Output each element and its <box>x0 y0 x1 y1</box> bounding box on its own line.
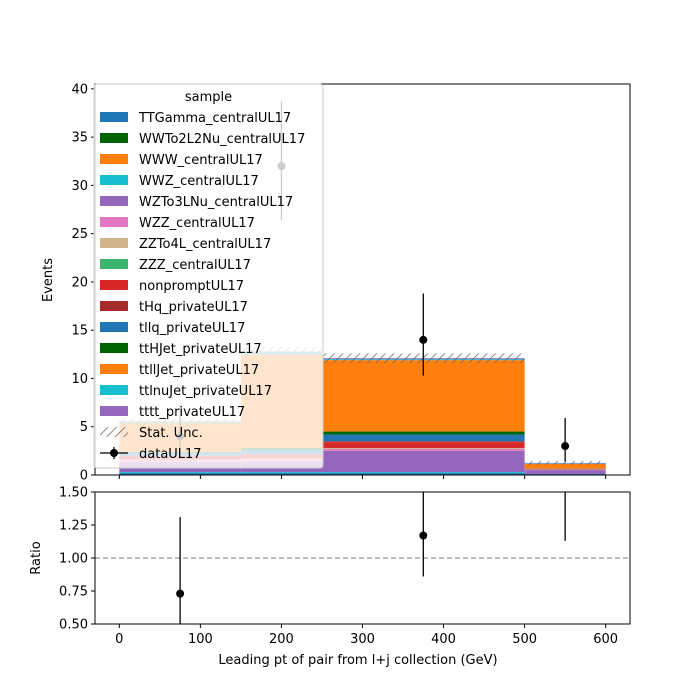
data-point-3 <box>561 442 570 451</box>
main-y-ticks: 0 5 10 15 20 25 30 35 40 <box>71 82 95 484</box>
legend-swatch-9 <box>100 301 128 311</box>
bar-4-2 <box>321 450 525 473</box>
legend-label-4: WZTo3LNu_centralUL17 <box>139 195 293 210</box>
main-x-ticks <box>118 475 607 479</box>
legend-swatch-5 <box>100 217 128 227</box>
ratio-ytick-label-4: 1.50 <box>59 486 88 501</box>
legend-swatch-11 <box>100 343 128 353</box>
bar-10-2 <box>321 434 525 442</box>
legend-label-14: tttt_privateUL17 <box>139 405 245 420</box>
ratio-xtick-label-5: 500 <box>512 632 537 647</box>
legend-label-data: dataUL17 <box>139 447 202 462</box>
legend-label-0: TTGamma_centralUL17 <box>138 111 291 126</box>
legend-swatch-1 <box>100 133 128 143</box>
legend-label-9: tHq_privateUL17 <box>139 300 248 315</box>
bar-4-3 <box>524 470 606 475</box>
legend-swatch-7 <box>100 259 128 269</box>
ratio-ytick-label-3: 1.25 <box>59 519 88 534</box>
x-axis-label: Leading pt of pair from l+j collection (… <box>218 653 497 668</box>
bar-8-2 <box>321 442 525 448</box>
bar-6-2 <box>321 447 525 449</box>
main-ytick-label-5: 25 <box>71 227 88 242</box>
main-y-axis-label: Events <box>41 258 56 302</box>
ratio-ytick-label-0: 0.50 <box>59 618 88 633</box>
main-ytick-label-8: 40 <box>71 82 88 97</box>
ratio-ytick-label-2: 1.00 <box>59 552 88 567</box>
ratio-xtick-label-4: 400 <box>431 632 456 647</box>
ratio-xtick-label-0: 0 <box>115 632 123 647</box>
legend-label-12: ttllJet_privateUL17 <box>139 363 259 378</box>
legend-label-7: ZZZ_centralUL17 <box>139 258 251 273</box>
legend-label-11: ttHJet_privateUL17 <box>139 342 262 357</box>
main-panel: 0 5 10 15 20 25 30 35 40 Events sample TTGamma_ce… <box>41 82 631 484</box>
legend-swatch-12 <box>100 364 128 374</box>
ratio-ytick-label-1: 0.75 <box>59 585 88 600</box>
ratio-point-0 <box>176 589 185 598</box>
bar-11-2 <box>321 431 525 435</box>
bar-5-2 <box>321 448 525 451</box>
legend-swatch-8 <box>100 280 128 290</box>
bar-9-2 <box>321 441 525 443</box>
ratio-point-1 <box>419 531 428 540</box>
data-point-2 <box>419 335 428 344</box>
ratio-y-axis-label: Ratio <box>29 541 44 574</box>
legend-label-stat-unc: Stat. Unc. <box>139 426 203 441</box>
stat-unc-band-3 <box>524 461 606 465</box>
bar-0-2 <box>321 473 525 475</box>
ratio-panel: 0.50 0.75 1.00 1.25 1.50 0 100 200 300 400 500 600… <box>29 486 631 668</box>
legend-label-13: ttlnuJet_privateUL17 <box>139 384 272 399</box>
bar-3-1 <box>240 472 322 474</box>
legend-swatch-4 <box>100 196 128 206</box>
main-ytick-label-7: 35 <box>71 131 88 146</box>
legend-label-10: tllq_privateUL17 <box>139 321 245 336</box>
bar-0-0 <box>119 473 241 475</box>
bar-3-0 <box>119 472 241 474</box>
legend-swatch-10 <box>100 322 128 332</box>
legend-swatch-14 <box>100 406 128 416</box>
legend-swatch-6 <box>100 238 128 248</box>
legend-label-3: WWZ_centralUL17 <box>139 174 259 189</box>
main-ytick-label-4: 20 <box>71 275 88 290</box>
ratio-xtick-label-6: 600 <box>593 632 618 647</box>
bar-0-1 <box>240 473 322 475</box>
bar-12-3 <box>524 463 606 469</box>
ratio-xtick-label-1: 100 <box>188 632 213 647</box>
legend-label-6: ZZTo4L_centralUL17 <box>139 237 271 252</box>
legend-box <box>93 83 324 469</box>
ratio-xtick-label-2: 200 <box>269 632 294 647</box>
legend-swatch-0 <box>100 112 128 122</box>
bar-3-2 <box>321 472 525 474</box>
legend-swatch-2 <box>100 154 128 164</box>
main-ytick-label-3: 15 <box>71 324 88 339</box>
legend-label-5: WZZ_centralUL17 <box>139 216 255 231</box>
legend-swatch-3 <box>100 175 128 185</box>
ratio-xtick-label-3: 300 <box>350 632 375 647</box>
main-ytick-label-1: 5 <box>80 420 88 435</box>
main-ytick-label-0: 0 <box>80 469 88 484</box>
ratio-points <box>176 492 566 624</box>
legend-label-2: WWW_centralUL17 <box>139 153 263 168</box>
ratio-x-ticks: 0 100 200 300 400 500 600 <box>115 624 618 647</box>
legend-data-marker <box>110 449 118 457</box>
ratio-y-ticks: 0.50 0.75 1.00 1.25 1.50 <box>59 486 95 633</box>
legend-label-1: WWTo2L2Nu_centralUL17 <box>139 132 305 147</box>
legend-title: sample <box>185 90 232 105</box>
legend-swatch-stat-unc <box>100 427 128 437</box>
legend-label-8: nonpromptUL17 <box>139 279 244 294</box>
legend-swatch-13 <box>100 385 128 395</box>
main-ytick-label-2: 10 <box>71 372 88 387</box>
main-ytick-label-6: 30 <box>71 179 88 194</box>
legend: sample TTGamma_centralUL17 WWTo2L2Nu_centr… <box>93 83 324 469</box>
